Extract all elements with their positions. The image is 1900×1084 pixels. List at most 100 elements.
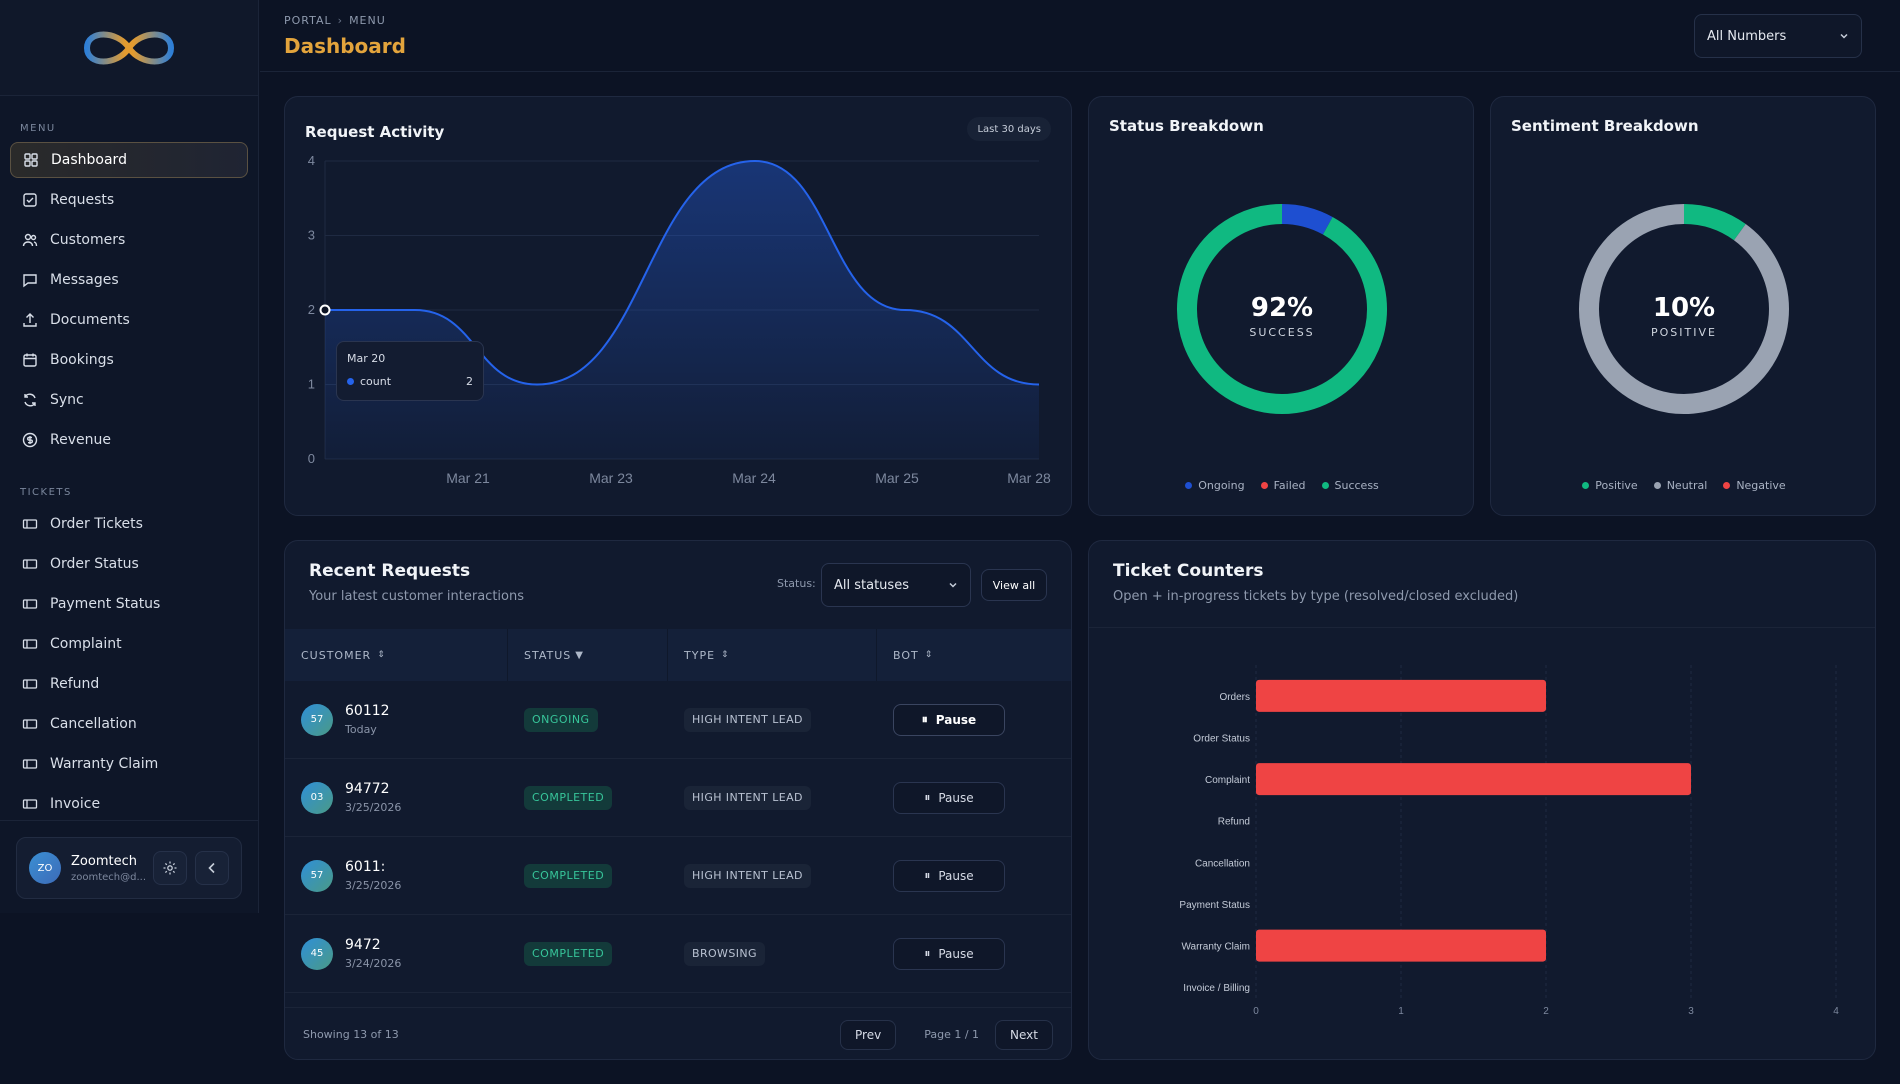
sidebar-item-refund[interactable]: Refund — [10, 666, 248, 702]
legend-item-negative[interactable]: Negative — [1723, 479, 1786, 492]
pause-button[interactable]: ⏸ Pause — [893, 781, 1005, 814]
x-tick-label: 3 — [1688, 1006, 1694, 1017]
sidebar-item-order-status[interactable]: Order Status — [10, 546, 248, 582]
settings-button[interactable] — [153, 851, 187, 885]
sidebar-item-label: Warranty Claim — [50, 756, 159, 772]
recent-requests-title: Recent Requests — [309, 561, 471, 581]
check-square-icon — [23, 193, 37, 207]
x-tick-label: Mar 24 — [732, 470, 776, 486]
sidebar-item-customers[interactable]: Customers — [10, 222, 248, 258]
upload-icon — [23, 313, 37, 327]
sidebar-item-payment-status[interactable]: Payment Status — [10, 586, 248, 622]
calendar-icon — [23, 353, 37, 367]
legend-dot — [1321, 482, 1329, 489]
column-header-bot[interactable]: BOT ⇕ — [877, 629, 1071, 681]
legend-dot — [1723, 482, 1731, 489]
x-tick-label: 1 — [1398, 1006, 1404, 1017]
sidebar-item-complaint[interactable]: Complaint — [10, 626, 248, 662]
sidebar-item-requests[interactable]: Requests — [10, 182, 248, 218]
table-row[interactable]: 45 9472 3/24/2026 COMPLETED BROWSING ⏸ Pau… — [285, 915, 1071, 993]
legend-item-neutral[interactable]: Neutral — [1653, 479, 1707, 492]
type-badge: HIGH INTENT LEAD — [684, 785, 811, 810]
legend-dot — [1653, 482, 1661, 489]
pause-button[interactable]: ⏸ Pause — [893, 859, 1005, 892]
breadcrumb-portal[interactable]: PORTAL — [284, 14, 332, 27]
sidebar-item-warranty-claim[interactable]: Warranty Claim — [10, 746, 248, 782]
avatar: 57 — [301, 859, 333, 892]
sidebar-item-invoice[interactable]: Invoice — [10, 786, 248, 822]
page-title: Dashboard — [284, 34, 406, 58]
column-header-status[interactable]: STATUS ▼ — [508, 629, 668, 681]
avatar[interactable]: ZO — [29, 852, 61, 884]
table-row[interactable]: 03 94772 3/25/2026 COMPLETED HIGH INTENT … — [285, 759, 1071, 837]
legend-label: Success — [1334, 479, 1379, 492]
sidebar-item-label: Complaint — [50, 636, 122, 652]
customer-name: 6011: — [345, 859, 386, 875]
area-fill — [325, 161, 1039, 459]
legend-dot — [1260, 482, 1268, 489]
pause-button[interactable]: ⏸ Pause — [893, 937, 1005, 970]
x-tick-label: 4 — [1833, 1006, 1839, 1017]
sentiment-center-label: POSITIVE — [1651, 326, 1717, 339]
sidebar-item-order-tickets[interactable]: Order Tickets — [10, 506, 248, 542]
y-tick-label: 2 — [308, 302, 315, 317]
avatar: 45 — [301, 937, 333, 970]
numbers-select-value: All Numbers — [1707, 28, 1787, 44]
status-breakdown-title: Status Breakdown — [1109, 117, 1264, 135]
legend-item-failed[interactable]: Failed — [1260, 479, 1306, 492]
sidebar-item-revenue[interactable]: Revenue — [10, 422, 248, 458]
breadcrumb-menu[interactable]: MENU — [349, 14, 386, 27]
numbers-select[interactable]: All Numbers — [1694, 14, 1862, 58]
sidebar-item-documents[interactable]: Documents — [10, 302, 248, 338]
status-badge: COMPLETED — [524, 941, 613, 966]
menu-section-label: MENU — [20, 123, 56, 134]
sort-desc-icon: ▼ — [575, 649, 584, 661]
legend-dot — [1185, 482, 1193, 489]
prev-page-button[interactable]: Prev — [840, 1019, 897, 1050]
slice-ongoing — [1281, 204, 1333, 235]
sidebar-item-sync[interactable]: Sync — [10, 382, 248, 418]
legend-item-ongoing[interactable]: Ongoing — [1185, 479, 1245, 492]
status-filter-select[interactable]: All statuses — [821, 563, 971, 607]
pause-button[interactable]: ⏸ Pause — [893, 703, 1005, 736]
next-page-button[interactable]: Next — [995, 1019, 1053, 1050]
legend-dot — [1582, 482, 1590, 489]
x-tick-label: Mar 25 — [875, 470, 919, 486]
sidebar-item-label: Order Tickets — [50, 516, 143, 532]
sentiment-donut-chart — [1579, 204, 1789, 414]
legend-item-positive[interactable]: Positive — [1582, 479, 1638, 492]
ticket-counters-title: Ticket Counters — [1113, 561, 1264, 581]
slice-positive — [1683, 204, 1746, 241]
view-all-button[interactable]: View all — [981, 569, 1047, 601]
table-row[interactable]: 57 6011: 3/25/2026 COMPLETED HIGH INTENT … — [285, 837, 1071, 915]
column-label: CUSTOMER — [301, 648, 372, 662]
column-header-customer[interactable]: CUSTOMER ⇕ — [285, 629, 508, 681]
sidebar-item-label: Invoice — [50, 796, 101, 812]
table-row[interactable]: 57 60112 Today ONGOING HIGH INTENT LEAD ⏸… — [285, 681, 1071, 759]
category-label: Invoice / Billing — [1183, 983, 1250, 994]
legend-item-success[interactable]: Success — [1321, 479, 1379, 492]
series-line-count — [325, 159, 1040, 386]
x-tick-label: Mar 23 — [589, 470, 633, 486]
sort-icon: ⇕ — [377, 650, 386, 660]
sidebar-item-messages[interactable]: Messages — [10, 262, 248, 298]
message-icon — [23, 274, 37, 288]
collapse-sidebar-button[interactable] — [195, 851, 229, 885]
date-range-badge[interactable]: Last 30 days — [967, 117, 1051, 141]
top-header: PORTAL › MENU Dashboard All Numbers — [260, 0, 1900, 72]
status-badge: COMPLETED — [524, 863, 613, 888]
slice-neutral — [1579, 204, 1789, 414]
column-header-type[interactable]: TYPE ⇕ — [668, 629, 877, 681]
bar-orders — [1256, 679, 1546, 712]
table-footer: Showing 13 of 13 Prev Page 1 / 1 Next — [285, 1007, 1071, 1059]
ticket-icon — [22, 639, 38, 649]
legend-label: Negative — [1736, 479, 1786, 492]
sidebar-item-bookings[interactable]: Bookings — [10, 342, 248, 378]
status-legend: Ongoing Failed Success — [1089, 479, 1475, 492]
showing-count: Showing 13 of 13 — [303, 1028, 399, 1041]
sidebar-item-cancellation[interactable]: Cancellation — [10, 706, 248, 742]
profile-card: ZO Zoomtech zoomtech@d... — [16, 837, 242, 899]
pause-icon: ⏸ — [924, 868, 931, 882]
y-tick-label: 1 — [308, 377, 315, 392]
sidebar-item-dashboard[interactable]: Dashboard — [10, 142, 248, 178]
